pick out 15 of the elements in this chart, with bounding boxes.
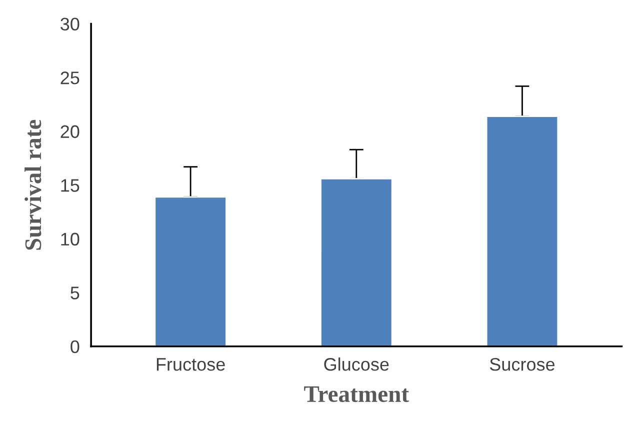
y-tick-label: 25 (60, 72, 80, 84)
y-tick-label: 0 (70, 340, 80, 354)
y-tick-label: 15 (61, 179, 80, 192)
bar (320, 178, 393, 346)
x-tick-label: Sucrose (490, 358, 555, 371)
x-tick-label: Fructose (156, 358, 225, 371)
x-axis-title: Treatment (304, 386, 409, 402)
bar (154, 196, 227, 346)
bar (486, 116, 559, 346)
y-tick-label: 30 (60, 18, 80, 31)
y-tick-label: 10 (61, 232, 80, 246)
x-tick-label: Glucose (324, 358, 389, 371)
y-tick-label: 20 (60, 125, 80, 138)
y-axis-title: Survival rate (24, 120, 42, 250)
y-tick-label: 5 (70, 286, 80, 300)
